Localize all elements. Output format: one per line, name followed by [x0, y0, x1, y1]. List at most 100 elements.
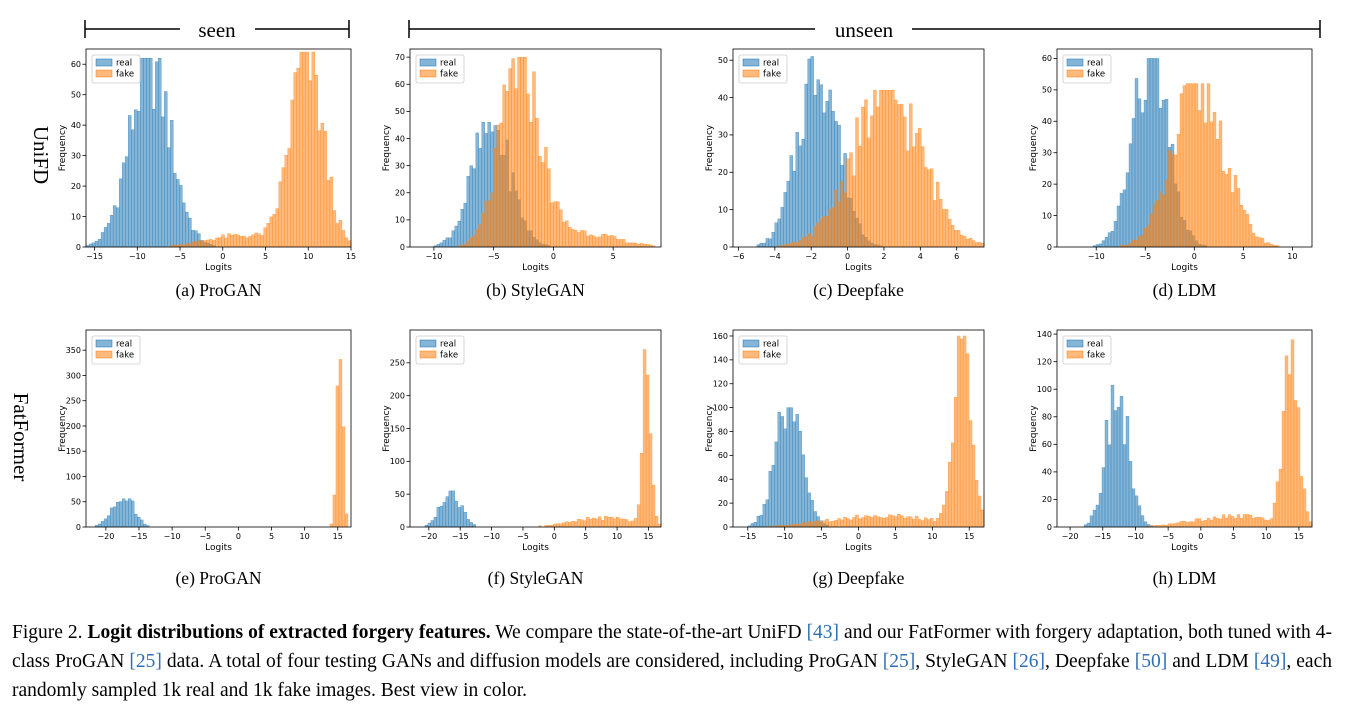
histogram-bar [427, 522, 432, 528]
y-tick-label: 80 [1042, 413, 1052, 422]
histogram-bar [968, 238, 973, 248]
histogram-bar [891, 515, 895, 528]
y-tick-label: 50 [1042, 86, 1052, 95]
y-tick-label: 50 [395, 107, 405, 116]
histogram-bar [834, 519, 838, 528]
histogram-bar [927, 519, 931, 528]
y-tick-label: 50 [71, 498, 81, 507]
histogram-bar [953, 230, 958, 248]
histogram-bar [1119, 396, 1124, 528]
x-tick-label: −10 [164, 532, 181, 541]
histogram-bar [837, 518, 841, 528]
histogram-bar [1164, 179, 1169, 248]
y-tick-label: 30 [1042, 149, 1052, 158]
x-tick-label: 5 [263, 252, 268, 261]
y-tick-label: 30 [395, 161, 405, 170]
histogram-bar [1293, 400, 1298, 528]
histogram-bar [888, 514, 892, 528]
histogram-bar [260, 235, 264, 248]
histogram-bar [155, 61, 159, 248]
histogram-bar [819, 218, 823, 248]
histogram-bar [604, 516, 608, 528]
histogram-bar [1188, 521, 1193, 528]
chart-g: −15 −10 −5 0 5 10 15 0 20 40 60 80 100 120 140 160 Logit… [705, 329, 985, 588]
y-tick-label: 0 [76, 243, 81, 252]
histogram-bar [750, 523, 755, 528]
citation-link[interactable]: [49] [1253, 651, 1287, 672]
histogram-bar [1200, 83, 1205, 248]
x-axis-label: Logits [522, 263, 549, 273]
x-axis-label: Logits [845, 263, 872, 273]
histogram-bar [281, 167, 285, 248]
histogram-bar [945, 491, 949, 528]
histogram-bar [1173, 523, 1178, 528]
histogram-bar [203, 240, 207, 248]
y-tick-label: 40 [1042, 117, 1052, 126]
histogram-bar [768, 238, 772, 248]
histogram-bar [645, 244, 650, 248]
citation-link[interactable]: [25] [129, 651, 162, 672]
citation-link[interactable]: [43] [806, 622, 840, 643]
histogram-bar [804, 522, 808, 528]
histogram-bar [97, 523, 102, 528]
histogram-bar [950, 442, 955, 528]
histogram-bar [1176, 522, 1181, 528]
x-tick-label: −10 [1088, 252, 1105, 261]
histogram-bar [109, 507, 114, 528]
histogram-bar [1230, 516, 1235, 528]
x-tick-label: 10 [303, 252, 313, 261]
y-tick-label: 40 [718, 93, 728, 102]
histogram-bar [221, 234, 225, 248]
histogram-bar [807, 58, 811, 248]
histogram-bar [1224, 174, 1229, 248]
histogram-bar [968, 420, 973, 528]
histogram-bar [112, 506, 117, 528]
histogram-bar [843, 517, 847, 528]
histogram-bar [780, 416, 784, 528]
histogram-bar [798, 523, 802, 528]
x-tick-label: −5 [1162, 532, 1174, 541]
citation-link[interactable]: [26] [1012, 651, 1046, 672]
histogram-bar [816, 222, 820, 248]
legend-label-real: real [1087, 340, 1103, 350]
histogram-bar [831, 521, 835, 528]
histogram-bar [936, 181, 940, 248]
histogram-bar [272, 214, 276, 248]
histogram-bar [1251, 518, 1256, 528]
legend-label-fake: fake [1087, 351, 1105, 361]
histogram-bar [607, 517, 611, 528]
histogram-bar [121, 498, 126, 528]
histogram-bar [514, 88, 518, 248]
histogram-bar [1125, 172, 1130, 248]
histogram-bar [846, 158, 850, 248]
x-tick-label: 15 [643, 532, 653, 541]
histogram-bar [879, 517, 883, 528]
histogram-bar [619, 239, 623, 248]
x-tick-label: −10 [776, 532, 793, 541]
histogram-bar [834, 189, 838, 248]
x-tick-label: 5 [269, 532, 274, 541]
legend-label-real: real [116, 59, 132, 69]
histogram-bar [858, 518, 862, 528]
histogram-bar [535, 117, 539, 248]
y-tick-label: 200 [390, 391, 405, 400]
x-axis-label: Logits [1171, 263, 1198, 273]
histogram-bar [508, 68, 512, 248]
legend-label-fake: fake [1087, 70, 1105, 80]
histogram-bar [134, 109, 138, 248]
histogram-bar [861, 517, 865, 528]
y-axis-label: Frequency [1029, 124, 1039, 171]
citation-link[interactable]: [50] [1134, 651, 1168, 672]
histogram-bar [604, 233, 608, 248]
citation-link[interactable]: [25] [882, 651, 916, 672]
histogram-bar [106, 515, 111, 528]
caption-text: and LDM [1167, 651, 1254, 672]
histogram-bar [1104, 420, 1109, 528]
y-tick-label: 20 [1042, 180, 1052, 189]
histogram-bar [867, 516, 871, 528]
histogram-bar [1125, 416, 1130, 528]
histogram-bar [1278, 468, 1283, 528]
histogram-bar [616, 516, 620, 528]
histogram-bar [158, 57, 162, 248]
histogram-bar [846, 518, 850, 528]
